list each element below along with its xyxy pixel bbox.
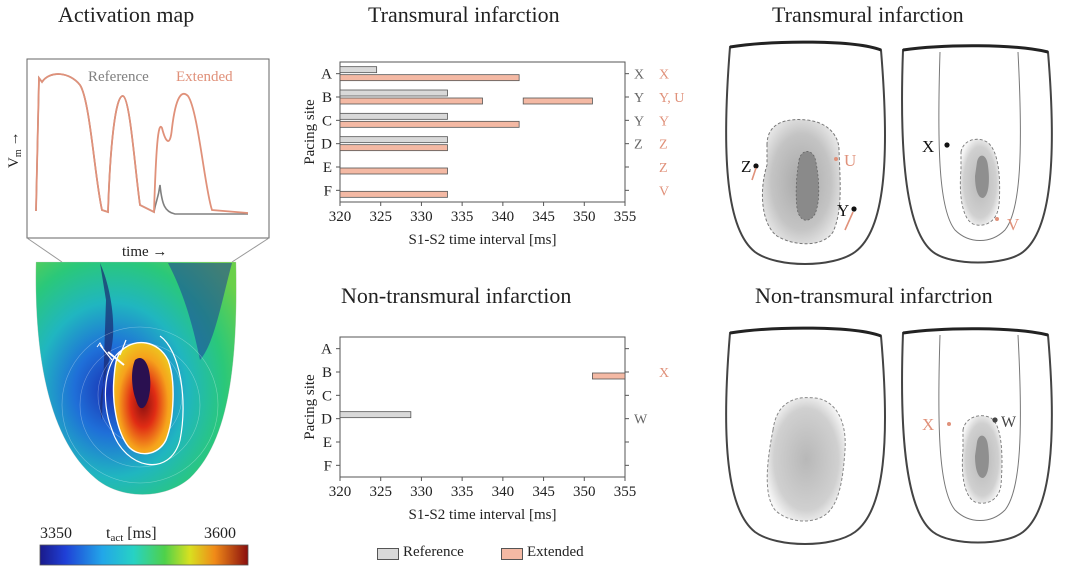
colorbar (39, 544, 249, 566)
nontransmural-xlabel: S1-S2 time interval [ms] (409, 507, 557, 523)
transmural-site-label-extended: Y, U (659, 91, 684, 106)
legend-label-extended: Extended (527, 544, 584, 560)
nontransmural-xtick-label: 330 (410, 484, 433, 500)
transmural-xtick-label: 325 (369, 209, 392, 225)
nontransmural-heart-epi (725, 326, 887, 545)
nontransmural-bar-reference (339, 411, 412, 419)
nontransmural-xtick-label: 340 (492, 484, 515, 500)
transmural-bar-extended (339, 144, 448, 152)
charts-panel: Transmural infarction Non-transmural inf… (290, 0, 720, 573)
transmural-site-label-extended: V (659, 184, 669, 199)
nontransmural-xtick-label: 320 (329, 484, 352, 500)
transmural-ylabel: Pacing site (302, 99, 318, 165)
ap-xlabel: time → (122, 244, 167, 260)
nontransmural-category-label: A (321, 342, 332, 358)
site-label-x: X (922, 137, 934, 156)
transmural-plot-frame (339, 61, 626, 203)
heart-schematics: Z U Y X V (725, 40, 1053, 545)
transmural-category-label: D (321, 137, 332, 153)
nontransmural-xtick-label: 335 (451, 484, 474, 500)
nontransmural-site-label-reference: W (634, 413, 648, 428)
site-label-x-nontransmural: X (922, 415, 934, 434)
transmural-xtick-label: 320 (329, 209, 352, 225)
site-label-u: U (844, 151, 856, 170)
transmural-site-label-extended: Z (659, 161, 668, 176)
activation-map-panel: Activation map (0, 0, 290, 573)
nontransmural-hearts-title: Non-transmural infarctrion (755, 283, 993, 308)
transmural-site-label-reference: Y (634, 114, 644, 129)
transmural-heart-epi: Z U Y (725, 40, 887, 265)
nontransmural-xtick-label: 325 (369, 484, 392, 500)
colorbar-title: tact [ms] (106, 525, 157, 544)
nontransmural-chart-title: Non-transmural infarction (341, 283, 572, 308)
transmural-bar-extended (339, 120, 520, 128)
chart-canvas: 320 325 330 335 340 345 350 355 S1-S2 time inter… (302, 61, 684, 523)
chart-legend: Reference Extended (377, 544, 717, 564)
transmural-heart-endo: X V (901, 44, 1053, 264)
legend-swatch-reference (377, 548, 399, 560)
svg-text:Vm→: Vm→ (6, 131, 24, 168)
site-label-z: Z (741, 157, 751, 176)
legend-swatch-extended (501, 548, 523, 560)
transmural-xlabel: S1-S2 time interval [ms] (409, 232, 557, 248)
nontransmural-bar-extended (592, 372, 626, 380)
activation-heart (35, 261, 237, 495)
nontransmural-xtick-label: 345 (532, 484, 555, 500)
transmural-xtick-label: 355 (614, 209, 637, 225)
activation-map-figure: Reference Extended time → Vm→ (6, 58, 270, 566)
nontransmural-category-label: C (322, 388, 332, 404)
transmural-bar-extended (339, 97, 483, 105)
transmural-xtick-label: 345 (532, 209, 555, 225)
transmural-bar-extended (339, 74, 520, 82)
transmural-category-label: E (323, 160, 332, 176)
site-label-y: Y (837, 201, 849, 220)
site-label-v: V (1007, 215, 1020, 234)
transmural-site-label-extended: Y (659, 114, 669, 129)
heart-schematics-panel: Transmural infarction Non-transmural inf… (715, 0, 1065, 573)
ap-legend-reference: Reference (88, 69, 149, 85)
nontransmural-category-label: F (324, 458, 332, 474)
transmural-bar-reference (339, 66, 378, 74)
transmural-site-label-extended: X (659, 68, 669, 83)
colorbar-max-label: 3600 (204, 525, 236, 542)
activation-map-title: Activation map (58, 2, 195, 27)
nontransmural-ylabel: Pacing site (302, 374, 318, 440)
transmural-xtick-label: 330 (410, 209, 433, 225)
transmural-xtick-label: 340 (492, 209, 515, 225)
ap-legend-extended: Extended (176, 69, 233, 85)
transmural-bar-extended (339, 167, 448, 175)
transmural-hearts-title: Transmural infarction (772, 2, 964, 27)
transmural-site-label-reference: X (634, 68, 644, 83)
nontransmural-category-label: E (323, 435, 332, 451)
transmural-bar-reference (339, 136, 448, 144)
transmural-bar-reference (339, 89, 448, 97)
transmural-site-label-reference: Y (634, 91, 644, 106)
nontransmural-site-label-extended: X (659, 366, 669, 381)
transmural-category-label: F (324, 183, 332, 199)
nontransmural-heart-endo: X W (901, 327, 1053, 544)
nontransmural-xtick-label: 355 (614, 484, 637, 500)
zoom-line-right (231, 237, 270, 263)
nontransmural-category-label: D (321, 412, 332, 428)
transmural-chart-title: Transmural infarction (368, 2, 560, 27)
site-label-w: W (1001, 414, 1017, 431)
nontransmural-plot-frame (339, 336, 626, 478)
ap-extended-trace (35, 73, 249, 214)
colorbar-min-label: 3350 (40, 525, 72, 542)
transmural-site-label-extended: Z (659, 138, 668, 153)
transmural-bar-extended (339, 190, 448, 198)
nontransmural-xtick-label: 350 (573, 484, 596, 500)
legend-label-reference: Reference (403, 544, 464, 560)
transmural-site-label-reference: Z (634, 138, 643, 153)
transmural-category-label: B (322, 90, 332, 106)
zoom-line-left (26, 237, 63, 263)
transmural-bar-reference (339, 112, 448, 120)
transmural-category-label: C (322, 113, 332, 129)
ap-ylabel: Vm→ (6, 131, 24, 168)
transmural-xtick-label: 350 (573, 209, 596, 225)
transmural-bar-extended (522, 97, 593, 105)
transmural-xtick-label: 335 (451, 209, 474, 225)
nontransmural-category-label: B (322, 365, 332, 381)
transmural-category-label: A (321, 67, 332, 83)
